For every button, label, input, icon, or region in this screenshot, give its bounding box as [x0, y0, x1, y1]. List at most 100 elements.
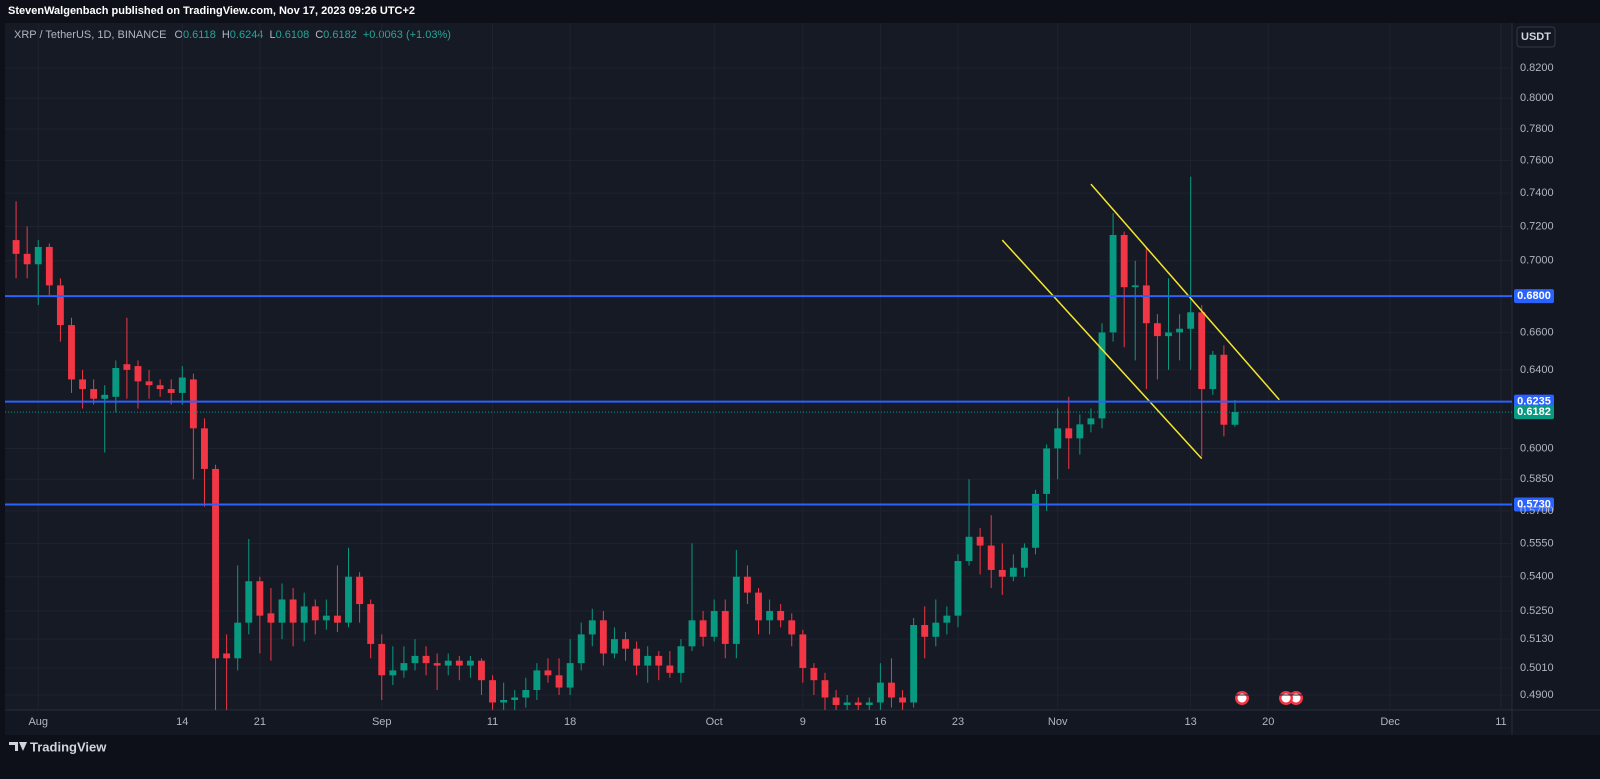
candle-body	[998, 569, 1006, 577]
candle-body	[899, 697, 906, 703]
y-tick-label: 0.4900	[1520, 689, 1554, 701]
x-tick-label: 20	[1262, 716, 1274, 728]
candle-body	[167, 389, 175, 393]
candle-body	[444, 660, 452, 666]
symbol-legend: XRP / TetherUS, 1D, BINANCE O0.6118 H0.624…	[14, 29, 451, 41]
candle-body	[843, 702, 851, 705]
plot	[5, 23, 1512, 710]
candle-body	[1220, 354, 1228, 425]
candle-body	[1076, 424, 1084, 439]
trendline	[1090, 183, 1280, 401]
candle-body	[489, 680, 496, 703]
candle-body	[633, 648, 641, 666]
candle-body	[300, 606, 308, 623]
price-scale	[1512, 23, 1600, 735]
candle-body	[810, 667, 818, 681]
trendline	[1001, 239, 1203, 460]
candle-body	[511, 697, 519, 700]
y-tick-label: 0.5850	[1520, 473, 1554, 485]
candle-body	[112, 367, 120, 397]
candle-body	[267, 613, 275, 623]
candle-body	[666, 665, 674, 673]
candle-body	[45, 246, 53, 286]
y-tick-label: 0.6400	[1520, 364, 1554, 376]
y-tick-label: 0.5250	[1520, 605, 1554, 617]
x-tick-label: 21	[254, 716, 266, 728]
candle-body	[378, 643, 386, 676]
y-tick-label: 0.6600	[1520, 326, 1554, 338]
candle-body	[655, 655, 663, 666]
x-tick-label: 11	[487, 716, 498, 728]
candle-body	[1187, 312, 1195, 329]
candle-body	[865, 702, 873, 705]
candle-body	[1098, 332, 1106, 419]
brand: TradingView	[30, 739, 107, 754]
currency-button[interactable]	[1516, 26, 1556, 48]
candle-body	[34, 246, 42, 265]
candle-body	[56, 285, 64, 326]
candle-body	[766, 611, 774, 621]
x-tick-label: 18	[564, 716, 576, 728]
x-tick-label: Sep	[372, 716, 392, 728]
candle-body	[644, 655, 652, 666]
candle-body	[1209, 354, 1217, 390]
candle-body	[123, 364, 131, 370]
candle-body	[777, 611, 785, 621]
event-icons	[1235, 691, 1303, 705]
level-label: 0.5730	[1517, 498, 1551, 510]
y-tick-label: 0.7200	[1520, 220, 1554, 232]
candle-body	[311, 606, 319, 621]
candle-body	[134, 366, 142, 382]
y-tick-label: 0.5700	[1520, 505, 1554, 517]
change: +0.0063 (+1.03%)	[363, 29, 451, 41]
candle-body	[101, 394, 109, 399]
candle-body	[1065, 428, 1073, 439]
price-label: 0.6182	[1517, 406, 1551, 418]
publisher: StevenWalgenbach published on TradingVie…	[8, 5, 415, 17]
candle-body	[411, 655, 419, 664]
candle-body	[1009, 567, 1017, 577]
candle-body	[1176, 328, 1184, 333]
logo-icon	[9, 742, 27, 751]
candle-body	[1120, 234, 1128, 288]
candle-body	[466, 660, 474, 666]
x-tick-label: Dec	[1380, 716, 1400, 728]
x-tick-label: Aug	[28, 716, 48, 728]
candle-body	[611, 639, 618, 654]
candle-body	[234, 622, 242, 659]
candle-body	[455, 660, 463, 666]
y-tick-label: 0.8200	[1520, 62, 1554, 74]
y-tick-label: 0.6000	[1520, 442, 1554, 454]
candle-body	[1087, 418, 1095, 425]
ohlc-value: 0.6182	[323, 29, 357, 41]
y-tick-label: 0.7000	[1520, 255, 1554, 267]
candle-body	[932, 622, 940, 637]
candle-body	[345, 576, 352, 623]
symbol: XRP / TetherUS, 1D, BINANCE	[14, 29, 166, 41]
level-label: 0.6235	[1517, 396, 1551, 408]
ohlc-value: 0.6108	[276, 29, 310, 41]
candle-body	[555, 675, 563, 688]
candle-body	[189, 379, 197, 429]
y-tick-label: 0.7800	[1520, 123, 1554, 135]
ohlc-label: H	[222, 29, 230, 41]
candle-body	[1043, 448, 1051, 494]
ohlc-value: 0.6118	[183, 29, 216, 41]
currency[interactable]: USDT	[1521, 31, 1551, 43]
y-tick-label: 0.7600	[1520, 155, 1554, 167]
candle-body	[854, 702, 862, 705]
candle-body	[743, 576, 751, 593]
candle-body	[599, 620, 607, 654]
candle-body	[732, 576, 740, 644]
candle-body	[1109, 234, 1117, 333]
candle-body	[256, 581, 264, 616]
candle-body	[533, 670, 541, 691]
x-tick-label: 16	[874, 716, 886, 728]
candle-body	[1165, 332, 1172, 337]
candle-body	[522, 690, 530, 698]
y-tick-label: 0.8000	[1520, 92, 1554, 104]
candle-body	[1231, 412, 1239, 425]
candle-body	[79, 379, 87, 390]
candle-body	[699, 620, 707, 637]
